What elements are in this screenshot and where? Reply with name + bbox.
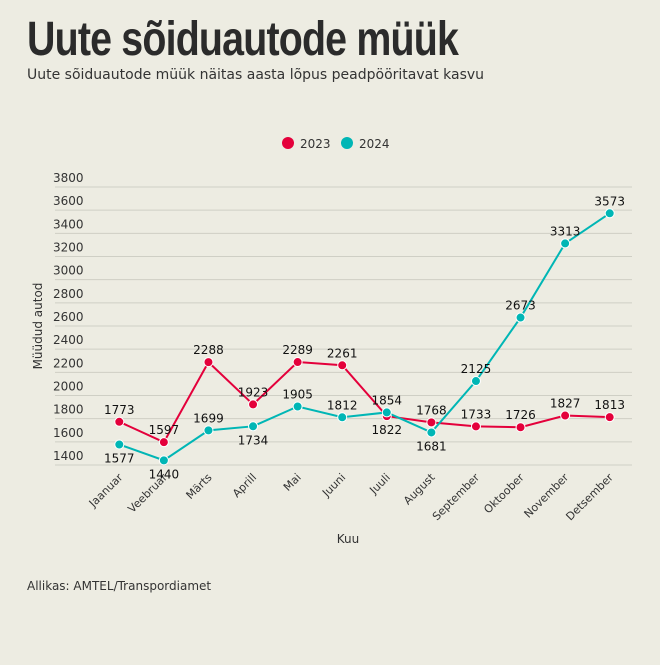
y-tick-label: 1400 <box>53 449 84 463</box>
x-tick-label: Mai <box>281 471 304 494</box>
x-tick-label: Jaanuar <box>86 471 126 511</box>
data-label: 3573 <box>594 194 625 208</box>
data-point <box>248 421 259 432</box>
data-label: 1699 <box>193 411 224 425</box>
data-point <box>292 401 303 412</box>
data-point <box>604 412 615 423</box>
data-point <box>560 410 571 421</box>
y-tick-label: 3400 <box>53 217 84 231</box>
x-tick-label: Aprill <box>230 471 259 500</box>
page-subtitle: Uute sõiduautode müük näitas aasta lõpus… <box>27 67 485 83</box>
data-label: 1773 <box>104 403 135 417</box>
data-label: 1827 <box>550 397 581 411</box>
y-tick-label: 2600 <box>53 310 84 324</box>
legend-marker-2023 <box>282 137 294 149</box>
page-title: Uute sõiduautode müük <box>27 13 459 66</box>
data-point <box>203 425 214 436</box>
data-point <box>114 416 125 427</box>
series-line-2024 <box>118 212 611 462</box>
data-label: 1854 <box>372 393 403 407</box>
data-label: 1734 <box>238 433 269 447</box>
data-label: 1726 <box>505 408 536 422</box>
y-tick-label: 2200 <box>53 356 84 370</box>
x-tick-label: Märts <box>184 471 215 502</box>
data-point <box>337 412 348 423</box>
data-point <box>426 417 437 428</box>
data-label: 2288 <box>193 343 224 357</box>
data-label: 1768 <box>416 403 447 417</box>
data-point <box>381 407 392 418</box>
data-label: 1597 <box>149 423 180 437</box>
data-label: 1923 <box>238 385 269 399</box>
x-axis-label: Kuu <box>337 532 359 546</box>
data-label: 2289 <box>282 343 313 357</box>
data-label: 2261 <box>327 346 358 360</box>
data-point <box>158 437 169 448</box>
data-point <box>470 421 481 432</box>
data-point <box>426 427 437 438</box>
y-tick-label: 2000 <box>53 380 84 394</box>
legend-marker-2024 <box>341 137 353 149</box>
y-axis-label: Müüdud autod <box>31 283 45 370</box>
data-label: 1812 <box>327 398 358 412</box>
x-tick-label: Detsember <box>563 471 616 524</box>
data-label: 1681 <box>416 439 447 453</box>
x-tick-label: September <box>430 471 483 524</box>
data-point <box>515 422 526 433</box>
source-note: Allikas: AMTEL/Transpordiamet <box>27 579 212 593</box>
data-point <box>292 357 303 368</box>
data-label: 1905 <box>282 388 313 402</box>
y-tick-label: 2800 <box>53 287 84 301</box>
data-label: 1440 <box>149 467 180 481</box>
data-point <box>470 376 481 387</box>
data-label: 1733 <box>461 407 492 421</box>
data-label: 1577 <box>104 451 135 465</box>
y-tick-label: 1800 <box>53 403 84 417</box>
data-point <box>560 238 571 249</box>
data-point <box>158 455 169 466</box>
data-point <box>248 399 259 410</box>
x-tick-label: Juuni <box>319 471 348 500</box>
y-tick-label: 3000 <box>53 264 84 278</box>
data-point <box>114 439 125 450</box>
data-point <box>604 208 615 219</box>
data-label: 3313 <box>550 224 581 238</box>
y-tick-label: 2400 <box>53 333 84 347</box>
data-point <box>203 357 214 368</box>
y-tick-label: 3200 <box>53 241 84 255</box>
x-tick-label: Oktoober <box>481 471 527 517</box>
x-tick-label: Juuli <box>367 471 393 497</box>
series-line-2023 <box>118 360 610 444</box>
data-label: 2673 <box>505 299 536 313</box>
data-point <box>515 312 526 323</box>
y-tick-label: 3600 <box>53 194 84 208</box>
legend-label-2024: 2024 <box>359 137 390 151</box>
data-label: 1813 <box>594 398 625 412</box>
data-point <box>337 360 348 371</box>
data-label: 1822 <box>372 423 403 437</box>
y-tick-label: 1600 <box>53 426 84 440</box>
line-chart: 1400 1600 1800 2000 2200 2400 2600 2800 3000 3200… <box>31 137 632 546</box>
legend-label-2023: 2023 <box>300 137 331 151</box>
y-tick-label: 3800 <box>53 171 84 185</box>
data-label: 2125 <box>461 362 492 376</box>
x-tick-label: August <box>401 470 438 507</box>
